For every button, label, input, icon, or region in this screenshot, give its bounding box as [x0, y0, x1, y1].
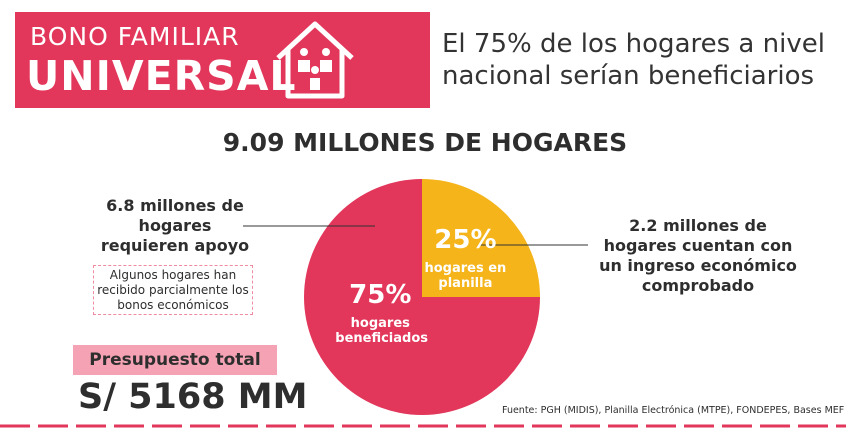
chart-title: 9.09 MILLONES DE HOGARES: [222, 128, 628, 157]
house-icon: [276, 21, 354, 99]
category-label: hogares beneficiados: [335, 315, 429, 346]
header-line1: BONO FAMILIAR: [30, 22, 240, 51]
pie-slice: [304, 179, 540, 415]
budget-amount: S/ 5168 MM: [78, 377, 308, 417]
value-label: 25%: [434, 224, 497, 255]
note-box: Algunos hogares han recibido parcialment…: [93, 265, 253, 315]
source: Fuente: PGH (MIDIS), Planilla Electrónic…: [502, 405, 845, 416]
headline: El 75% de los hogares a nivel nacional s…: [442, 29, 825, 91]
header-banner: [15, 12, 430, 108]
annotation-left: 6.8 millones de hogares requieren apoyo: [100, 196, 250, 255]
pie-slice: [422, 179, 540, 297]
budget-label: Presupuesto total: [73, 345, 277, 375]
category-label: hogares en planilla: [424, 260, 507, 291]
value-label: 75%: [349, 279, 412, 310]
annotation-right: 2.2 millones de hogares cuentan con un i…: [599, 216, 797, 295]
header-line2: UNIVERSAL: [26, 52, 297, 100]
